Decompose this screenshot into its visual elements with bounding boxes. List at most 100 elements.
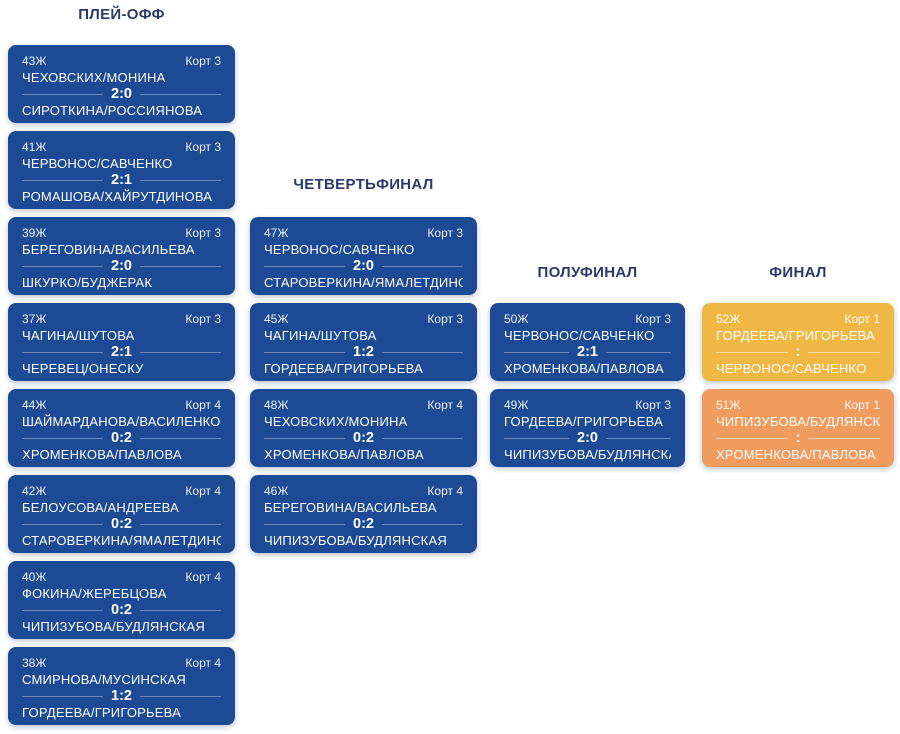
match-number: 43Ж [22,54,47,68]
match-card[interactable]: 43Ж Корт 3 ЧЕХОВСКИХ/МОНИНА 2:0 СИРОТКИН… [8,45,235,123]
score-divider [22,610,104,611]
match-number: 39Ж [22,226,47,240]
round-playoff: ПЛЕЙ-ОФФ 43Ж Корт 3 ЧЕХОВСКИХ/МОНИНА 2:0… [8,0,235,734]
match-score: : [795,430,801,446]
score-divider [504,438,570,439]
team-name-top: ЧЕХОВСКИХ/МОНИНА [22,70,166,85]
match-number: 40Ж [22,570,47,584]
team-name-bottom: ЧЕРВОНОС/САВЧЕНКО [716,361,867,376]
match-score: 2:0 [111,86,132,102]
round-title-playoff: ПЛЕЙ-ОФФ [78,6,165,23]
score-divider [22,266,104,267]
score-divider [139,610,221,611]
match-score: 2:1 [577,344,598,360]
score-divider [808,438,880,439]
match-card[interactable]: 46Ж Корт 4 БЕРЕГОВИНА/ВАСИЛЬЕВА 0:2 ЧИПИ… [250,475,477,553]
match-card[interactable]: 45Ж Корт 3 ЧАГИНА/ШУТОВА 1:2 ГОРДЕЕВА/ГР… [250,303,477,381]
match-number: 51Ж [716,398,741,412]
match-number: 48Ж [264,398,289,412]
match-court: Корт 4 [185,656,221,670]
team-name-bottom: ГОРДЕЕВА/ГРИГОРЬЕВА [22,705,181,720]
match-number: 37Ж [22,312,47,326]
match-score: 1:2 [353,344,374,360]
score-divider [139,180,221,181]
match-card[interactable]: 40Ж Корт 4 ФОКИНА/ЖЕРЕБЦОВА 0:2 ЧИПИЗУБО… [8,561,235,639]
score-divider [605,438,671,439]
match-number: 52Ж [716,312,741,326]
score-divider [139,438,221,439]
match-score: 0:2 [353,430,374,446]
score-divider [139,352,221,353]
match-card[interactable]: 52Ж Корт 1 ГОРДЕЕВА/ГРИГОРЬЕВА : ЧЕРВОНО… [702,303,894,381]
match-card[interactable]: 39Ж Корт 3 БЕРЕГОВИНА/ВАСИЛЬЕВА 2:0 ШКУР… [8,217,235,295]
match-card[interactable]: 48Ж Корт 4 ЧЕХОВСКИХ/МОНИНА 0:2 ХРОМЕНКО… [250,389,477,467]
match-court: Корт 3 [185,140,221,154]
team-name-top: СМИРНОВА/МУСИНСКАЯ [22,672,186,687]
round-final: ФИНАЛ 52Ж Корт 1 ГОРДЕЕВА/ГРИГОРЬЕВА : Ч… [702,0,894,734]
match-card[interactable]: 42Ж Корт 4 БЕЛОУСОВА/АНДРЕЕВА 0:2 СТАРОВ… [8,475,235,553]
team-name-bottom: ЧИПИЗУБОВА/БУДЛЯНСКАЯ [22,619,205,634]
match-court: Корт 4 [185,570,221,584]
round-title-semifinal: ПОЛУФИНАЛ [537,264,638,281]
match-score: 0:2 [111,430,132,446]
team-name-top: ШАЙМАРДАНОВА/ВАСИЛЕНКО [22,414,221,429]
match-number: 46Ж [264,484,289,498]
team-name-bottom: ХРОМЕНКОВА/ПАВЛОВА [22,447,182,462]
match-card[interactable]: 50Ж Корт 3 ЧЕРВОНОС/САВЧЕНКО 2:1 ХРОМЕНК… [490,303,685,381]
match-number: 47Ж [264,226,289,240]
match-card[interactable]: 44Ж Корт 4 ШАЙМАРДАНОВА/ВАСИЛЕНКО 0:2 ХР… [8,389,235,467]
team-name-bottom: ЧИПИЗУБОВА/БУДЛЯНСКАЯ [264,533,447,548]
match-number: 38Ж [22,656,47,670]
score-divider [264,524,346,525]
round-quarterfinal: ЧЕТВЕРТЬФИНАЛ 47Ж Корт 3 ЧЕРВОНОС/САВЧЕН… [250,0,477,734]
score-divider [139,524,221,525]
match-number: 44Ж [22,398,47,412]
team-name-bottom: ХРОМЕНКОВА/ПАВЛОВА [264,447,424,462]
match-card[interactable]: 49Ж Корт 3 ГОРДЕЕВА/ГРИГОРЬЕВА 2:0 ЧИПИЗ… [490,389,685,467]
match-court: Корт 3 [185,54,221,68]
team-name-top: ЧЕРВОНОС/САВЧЕНКО [22,156,173,171]
match-score: 2:0 [577,430,598,446]
match-court: Корт 4 [427,398,463,412]
match-card[interactable]: 37Ж Корт 3 ЧАГИНА/ШУТОВА 2:1 ЧЕРЕВЕЦ/ОНЕ… [8,303,235,381]
match-court: Корт 3 [185,226,221,240]
score-divider [381,524,463,525]
score-divider [22,524,104,525]
score-divider [381,266,463,267]
team-name-bottom: СИРОТКИНА/РОССИЯНОВА [22,103,203,118]
score-divider [139,696,221,697]
match-card[interactable]: 47Ж Корт 3 ЧЕРВОНОС/САВЧЕНКО 2:0 СТАРОВЕ… [250,217,477,295]
match-score: 0:2 [111,516,132,532]
match-card[interactable]: 38Ж Корт 4 СМИРНОВА/МУСИНСКАЯ 1:2 ГОРДЕЕ… [8,647,235,725]
match-court: Корт 3 [635,398,671,412]
match-score: : [795,344,801,360]
match-score: 0:2 [353,516,374,532]
round-title-final: ФИНАЛ [769,264,827,281]
score-divider [381,438,463,439]
match-number: 50Ж [504,312,529,326]
match-court: Корт 3 [427,312,463,326]
team-name-top: ФОКИНА/ЖЕРЕБЦОВА [22,586,167,601]
team-name-top: ЧЕРВОНОС/САВЧЕНКО [504,328,655,343]
match-number: 41Ж [22,140,47,154]
team-name-top: ЧЕРВОНОС/САВЧЕНКО [264,242,415,257]
score-divider [264,266,346,267]
team-name-bottom: ЧИПИЗУБОВА/БУДЛЯНСКАЯ [504,447,671,462]
score-divider [716,352,788,353]
match-court: Корт 3 [185,312,221,326]
match-court: Корт 3 [427,226,463,240]
match-card[interactable]: 41Ж Корт 3 ЧЕРВОНОС/САВЧЕНКО 2:1 РОМАШОВ… [8,131,235,209]
team-name-top: ГОРДЕЕВА/ГРИГОРЬЕВА [504,414,663,429]
score-divider [381,352,463,353]
team-name-top: ЧАГИНА/ШУТОВА [22,328,135,343]
score-divider [716,438,788,439]
score-divider [22,94,104,95]
score-divider [22,180,104,181]
team-name-top: БЕЛОУСОВА/АНДРЕЕВА [22,500,179,515]
score-divider [22,352,104,353]
match-court: Корт 4 [185,398,221,412]
match-number: 45Ж [264,312,289,326]
round-semifinal: ПОЛУФИНАЛ 50Ж Корт 3 ЧЕРВОНОС/САВЧЕНКО 2… [490,0,685,734]
match-card[interactable]: 51Ж Корт 1 ЧИПИЗУБОВА/БУДЛЯНСКАЯ : ХРОМЕ… [702,389,894,467]
team-name-top: ГОРДЕЕВА/ГРИГОРЬЕВА [716,328,875,343]
